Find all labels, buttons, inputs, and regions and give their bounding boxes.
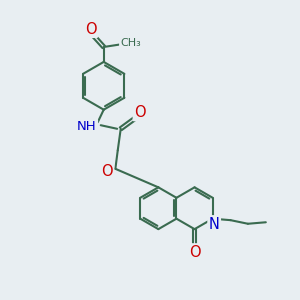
- Text: N: N: [209, 217, 220, 232]
- Text: O: O: [101, 164, 113, 179]
- Text: CH₃: CH₃: [120, 38, 141, 48]
- Text: O: O: [189, 244, 200, 260]
- Text: O: O: [134, 105, 146, 120]
- Text: O: O: [85, 22, 97, 37]
- Text: NH: NH: [77, 120, 97, 133]
